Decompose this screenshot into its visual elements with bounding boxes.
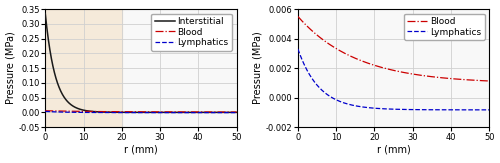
- Blood: [228, 111, 234, 113]
- Blood: [446, 77, 452, 79]
- Blood: [136, 111, 141, 113]
- Lymphatics: [388, 108, 394, 110]
- Bar: [46, 9, 122, 127]
- Blood: [228, 111, 234, 113]
- Blood: [42, 110, 48, 112]
- Line: Blood: Blood: [298, 16, 489, 81]
- Lymphatics: [130, 112, 136, 114]
- Blood: [388, 69, 394, 71]
- Lymphatics: [42, 110, 48, 112]
- Blood: [130, 111, 136, 113]
- Lymphatics: [304, 70, 310, 72]
- Interstitial: [228, 111, 234, 113]
- Lymphatics: [383, 108, 389, 110]
- Line: Interstitial: Interstitial: [46, 14, 236, 112]
- Lymphatics: [228, 112, 234, 114]
- Line: Lymphatics: Lymphatics: [298, 49, 489, 110]
- Lymphatics: [193, 112, 199, 114]
- Lymphatics: [295, 48, 301, 50]
- Lymphatics: [228, 112, 234, 114]
- Line: Lymphatics: Lymphatics: [46, 111, 236, 113]
- Interstitial: [52, 74, 58, 76]
- Interstitial: [42, 13, 48, 15]
- Blood: [383, 67, 389, 69]
- Blood: [52, 110, 58, 112]
- Blood: [234, 111, 239, 113]
- Legend: Interstitial, Blood, Lymphatics: Interstitial, Blood, Lymphatics: [151, 14, 232, 51]
- Blood: [480, 80, 486, 82]
- Interstitial: [228, 111, 234, 113]
- Blood: [486, 80, 492, 82]
- Legend: Blood, Lymphatics: Blood, Lymphatics: [404, 14, 484, 40]
- Interstitial: [130, 111, 136, 113]
- Y-axis label: Pressure (MPa): Pressure (MPa): [6, 32, 16, 104]
- Lymphatics: [234, 112, 239, 114]
- Blood: [480, 80, 486, 82]
- Y-axis label: Pressure (MPa): Pressure (MPa): [253, 32, 263, 104]
- Lymphatics: [446, 109, 452, 111]
- X-axis label: r (mm): r (mm): [376, 144, 410, 155]
- Blood: [193, 111, 199, 113]
- Lymphatics: [486, 109, 492, 111]
- Interstitial: [234, 111, 239, 113]
- Blood: [304, 26, 310, 28]
- Lymphatics: [52, 111, 58, 113]
- Lymphatics: [480, 109, 486, 111]
- X-axis label: r (mm): r (mm): [124, 144, 158, 155]
- Lymphatics: [136, 112, 141, 114]
- Interstitial: [193, 111, 199, 113]
- Blood: [295, 15, 301, 17]
- Lymphatics: [480, 109, 486, 111]
- Interstitial: [136, 111, 141, 113]
- Line: Blood: Blood: [46, 111, 236, 112]
